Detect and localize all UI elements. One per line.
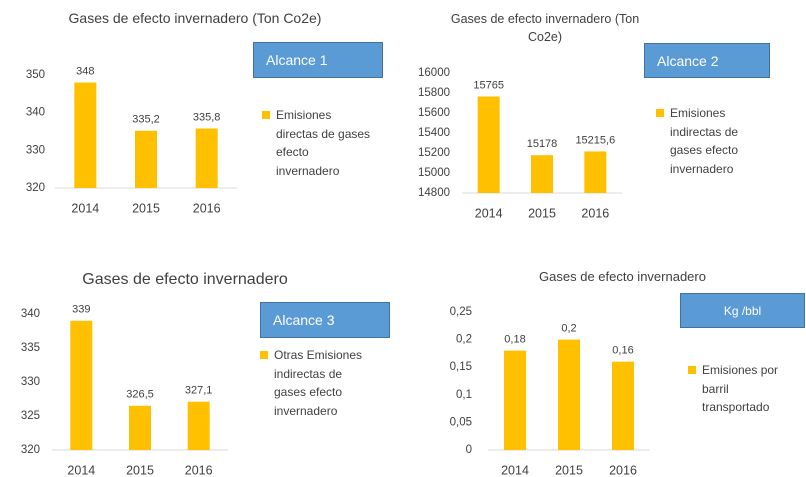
chart-title: Gases de efecto invernadero (Ton Co2e)	[450, 12, 640, 45]
value-label: 326,5	[126, 389, 154, 401]
value-label: 0,18	[504, 334, 525, 346]
y-tick-label: 320	[26, 182, 45, 194]
legend-swatch	[260, 351, 268, 359]
y-tick-label: 350	[26, 69, 45, 81]
bar	[74, 82, 97, 188]
legend-swatch	[688, 366, 696, 374]
y-tick-label: 0,05	[450, 416, 472, 428]
x-tick-label: 2014	[71, 201, 99, 215]
bar	[531, 155, 553, 193]
bar	[135, 130, 157, 188]
y-tick-label: 15000	[418, 167, 450, 179]
y-tick-label: 0,1	[456, 389, 472, 401]
chart-title: Gases de efecto invernadero (Ton Co2e)	[68, 10, 322, 26]
y-tick-label: 330	[26, 144, 45, 156]
bar	[504, 350, 526, 450]
y-tick-label: 15600	[418, 107, 450, 119]
value-label: 335,8	[193, 111, 221, 123]
legend-text: Emisiones indirectas de gases efecto inv…	[670, 106, 739, 176]
value-label: 327,1	[185, 385, 213, 397]
value-label: 15178	[527, 138, 558, 150]
y-tick-label: 15800	[418, 87, 450, 99]
x-tick-label: 2016	[185, 463, 213, 477]
x-tick-label: 2014	[67, 463, 95, 477]
y-tick-label: 325	[21, 410, 40, 422]
y-tick-label: 330	[21, 376, 40, 388]
x-tick-label: 2015	[132, 201, 160, 215]
legend-text: Otras Emisiones indirectas de gases efec…	[274, 348, 363, 418]
value-label: 348	[76, 65, 94, 77]
bar	[129, 405, 151, 450]
y-tick-label: 0,25	[450, 306, 472, 318]
x-tick-label: 2014	[501, 463, 529, 477]
x-tick-label: 2016	[609, 463, 637, 477]
bar	[477, 96, 500, 193]
y-tick-label: 340	[26, 107, 45, 119]
annotation-box: Alcance 3	[260, 302, 390, 338]
legend: Emisiones directas de gases efecto inver…	[262, 106, 374, 180]
legend-swatch	[656, 109, 664, 117]
annotation-box: Kg /bbl	[680, 293, 805, 328]
chart-title: Gases de efecto invernadero	[82, 271, 288, 288]
annotation-box: Alcance 2	[644, 43, 770, 78]
y-tick-label: 0	[466, 444, 472, 456]
legend: Emisiones indirectas de gases efecto inv…	[656, 104, 761, 178]
y-tick-label: 320	[21, 444, 40, 456]
x-tick-label: 2014	[475, 206, 503, 220]
bar	[187, 401, 210, 450]
y-tick-label: 16000	[418, 67, 450, 79]
y-tick-label: 335	[21, 342, 40, 354]
value-label: 0,2	[561, 323, 576, 335]
legend: Otras Emisiones indirectas de gases efec…	[260, 346, 364, 420]
y-tick-label: 15400	[418, 127, 450, 139]
x-tick-label: 2015	[555, 463, 583, 477]
bar	[584, 151, 607, 193]
y-tick-label: 0,2	[456, 334, 472, 346]
x-tick-label: 2016	[581, 206, 609, 220]
value-label: 335,2	[132, 114, 160, 126]
bar	[70, 320, 93, 450]
bar	[612, 361, 634, 450]
x-tick-label: 2015	[126, 463, 154, 477]
y-tick-label: 0,15	[450, 361, 472, 373]
value-label: 15215,6	[575, 134, 615, 146]
legend: Emisiones por barril transportado	[688, 361, 798, 417]
value-label: 339	[72, 304, 90, 316]
y-tick-label: 14800	[418, 187, 450, 199]
legend-text: Emisiones por barril transportado	[702, 363, 779, 415]
annotation-box: Alcance 1	[253, 42, 383, 78]
legend-swatch	[262, 111, 270, 119]
y-tick-label: 340	[21, 308, 40, 320]
bar	[195, 128, 218, 188]
legend-text: Emisiones directas de gases efecto inver…	[276, 108, 371, 178]
chart-title: Gases de efecto invernadero	[539, 269, 706, 284]
x-tick-label: 2015	[528, 206, 556, 220]
x-tick-label: 2016	[193, 201, 221, 215]
bar	[558, 339, 580, 450]
value-label: 15765	[473, 79, 504, 91]
y-tick-label: 15200	[418, 147, 450, 159]
value-label: 0,16	[612, 345, 633, 357]
